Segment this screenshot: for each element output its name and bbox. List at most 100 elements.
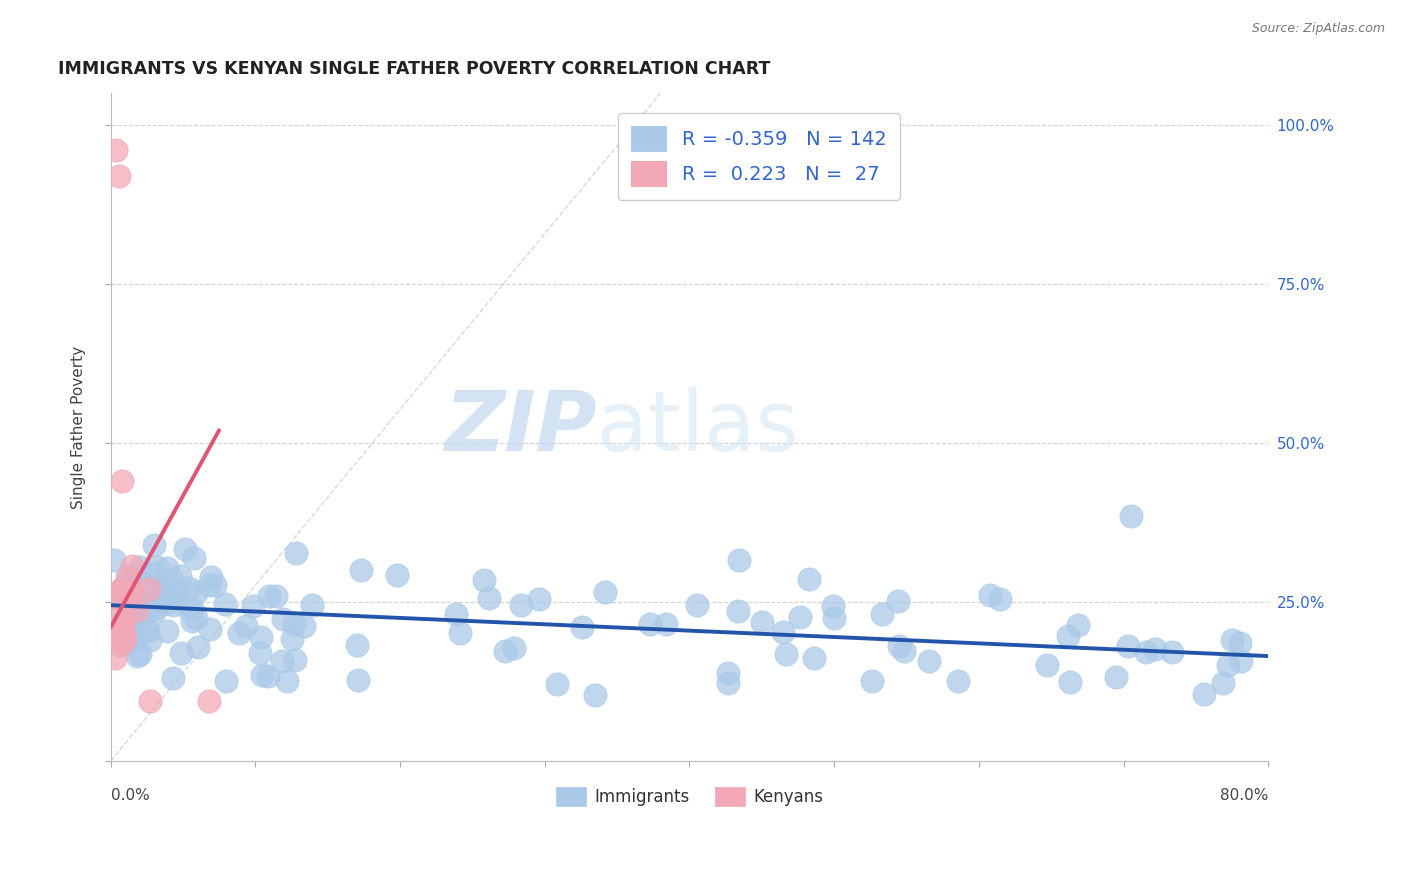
Point [1229, 654, 1251, 668]
Legend: Immigrants, Kenyans: Immigrants, Kenyans [550, 780, 830, 813]
Point [100, 617, 122, 632]
Point [143, 566, 166, 580]
Point [250, 630, 273, 644]
Point [143, 605, 166, 619]
Point [249, 646, 271, 660]
Point [105, 586, 128, 600]
Point [1160, 645, 1182, 659]
Point [283, 617, 305, 632]
Point [1059, 675, 1081, 690]
Point [301, 598, 323, 612]
Point [527, 592, 550, 607]
Point [104, 651, 127, 665]
Point [1144, 641, 1167, 656]
Point [177, 601, 200, 615]
Point [1116, 640, 1139, 654]
Point [110, 582, 132, 596]
Point [132, 606, 155, 620]
Point [142, 538, 165, 552]
Point [823, 610, 845, 624]
Point [122, 634, 145, 648]
Text: atlas: atlas [598, 386, 799, 467]
Point [125, 648, 148, 663]
Point [803, 651, 825, 665]
Point [110, 592, 132, 607]
Point [111, 474, 134, 488]
Text: Source: ZipAtlas.com: Source: ZipAtlas.com [1251, 22, 1385, 36]
Point [103, 626, 125, 640]
Point [583, 688, 606, 702]
Point [108, 638, 131, 652]
Point [349, 563, 371, 577]
Point [160, 573, 183, 587]
Point [136, 624, 159, 638]
Point [124, 574, 146, 589]
Point [181, 615, 204, 629]
Point [1119, 509, 1142, 524]
Point [948, 673, 970, 688]
Point [179, 581, 201, 595]
Point [127, 612, 149, 626]
Point [988, 591, 1011, 606]
Point [105, 623, 128, 637]
Point [103, 552, 125, 566]
Point [186, 611, 208, 625]
Point [187, 640, 209, 654]
Point [156, 624, 179, 639]
Point [546, 677, 568, 691]
Point [1218, 657, 1240, 672]
Point [125, 629, 148, 643]
Y-axis label: Single Father Poverty: Single Father Poverty [72, 345, 86, 508]
Point [120, 580, 142, 594]
Point [138, 693, 160, 707]
Point [472, 573, 495, 587]
Point [148, 581, 170, 595]
Point [180, 600, 202, 615]
Text: 80.0%: 80.0% [1220, 788, 1268, 803]
Point [728, 552, 751, 566]
Point [266, 589, 288, 603]
Point [494, 644, 516, 658]
Point [292, 619, 315, 633]
Point [128, 625, 150, 640]
Point [112, 582, 135, 596]
Point [346, 673, 368, 687]
Point [159, 590, 181, 604]
Point [104, 627, 127, 641]
Point [184, 586, 207, 600]
Point [111, 627, 134, 641]
Point [887, 593, 910, 607]
Point [163, 582, 186, 596]
Point [276, 674, 298, 689]
Point [104, 612, 127, 626]
Point [638, 617, 661, 632]
Point [893, 644, 915, 658]
Point [271, 612, 294, 626]
Point [823, 599, 845, 614]
Point [284, 653, 307, 667]
Point [797, 573, 820, 587]
Point [173, 542, 195, 557]
Point [215, 673, 238, 688]
Point [1135, 644, 1157, 658]
Point [228, 625, 250, 640]
Point [242, 599, 264, 613]
Point [117, 570, 139, 584]
Point [887, 639, 910, 653]
Point [655, 616, 678, 631]
Point [156, 596, 179, 610]
Point [165, 586, 187, 600]
Point [385, 568, 408, 582]
Point [104, 629, 127, 643]
Point [257, 669, 280, 683]
Point [717, 675, 740, 690]
Point [150, 583, 173, 598]
Point [686, 599, 709, 613]
Point [170, 646, 193, 660]
Point [118, 615, 141, 629]
Point [131, 595, 153, 609]
Point [129, 560, 152, 574]
Point [717, 665, 740, 680]
Point [108, 169, 131, 183]
Text: 0.0%: 0.0% [111, 788, 149, 803]
